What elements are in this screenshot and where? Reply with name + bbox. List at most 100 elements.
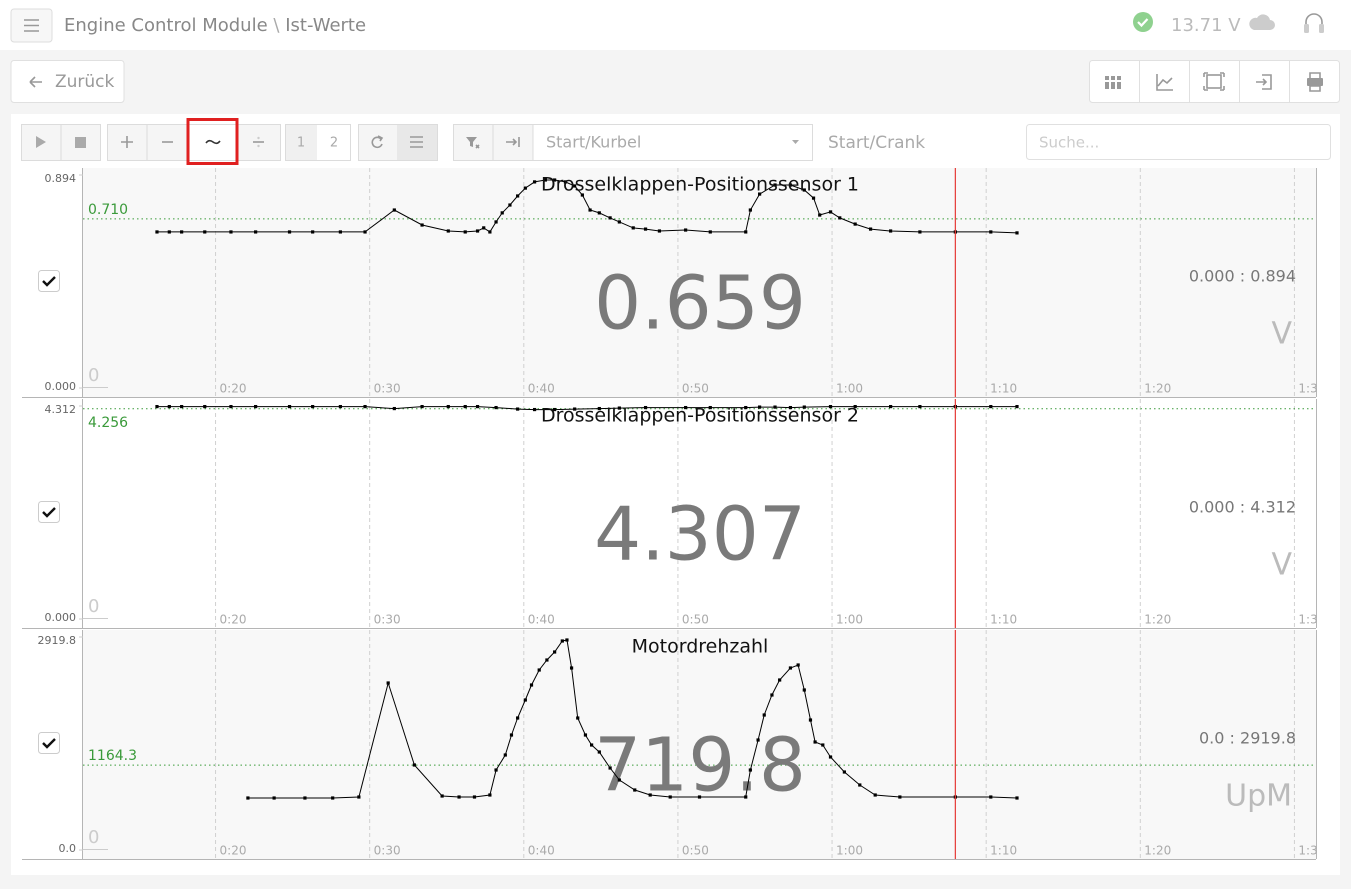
- data-point: [989, 404, 993, 409]
- headset-icon[interactable]: [1304, 13, 1324, 33]
- data-point: [203, 404, 207, 409]
- search-input[interactable]: Suche...: [1026, 124, 1331, 160]
- data-point: [788, 666, 793, 670]
- chart-title: Motordrehzahl: [632, 636, 769, 658]
- status-ok-icon: [1133, 12, 1153, 32]
- data-point: [446, 229, 450, 233]
- page-2-button[interactable]: 2: [330, 136, 338, 151]
- visibility-checkbox[interactable]: [38, 732, 60, 754]
- back-button[interactable]: Zurück: [10, 60, 125, 103]
- data-point: [583, 733, 588, 737]
- data-point: [565, 638, 569, 642]
- dropdown-value: Start/Kurbel: [546, 133, 641, 152]
- x-tick-label: 0:20: [220, 613, 247, 627]
- list-button[interactable]: [410, 136, 423, 148]
- data-point: [643, 227, 648, 231]
- data-point: [246, 796, 250, 800]
- x-tick-label: 0:50: [682, 382, 709, 396]
- data-point: [608, 216, 612, 220]
- data-point: [155, 230, 159, 234]
- filter-clear-button[interactable]: [466, 137, 480, 149]
- data-point: [597, 211, 601, 215]
- data-point: [576, 716, 580, 720]
- data-point: [311, 230, 315, 234]
- data-point: [532, 407, 537, 412]
- data-point: [463, 230, 467, 234]
- divide-button[interactable]: [253, 136, 264, 148]
- data-point: [858, 783, 862, 787]
- data-point: [523, 186, 527, 190]
- x-tick-label: 1:00: [836, 382, 863, 396]
- data-point: [529, 683, 534, 687]
- x-tick-label: 1:10: [990, 382, 1017, 396]
- x-tick-label: 1:10: [990, 613, 1017, 627]
- data-point: [802, 688, 806, 692]
- checkbox-check: [42, 507, 56, 518]
- data-point: [773, 405, 777, 409]
- data-point: [762, 713, 766, 717]
- chart-view-button[interactable]: [1156, 74, 1173, 91]
- current-value: 719.8: [594, 723, 806, 809]
- data-point: [838, 216, 842, 220]
- data-point: [472, 795, 477, 799]
- data-point: [420, 223, 424, 227]
- plot-background: [83, 630, 1316, 859]
- data-point: [889, 229, 893, 233]
- charts: 0:20 0:30 0:40 0:50 1:00 1:10 1:20 1:30.8940.00…: [22, 168, 1318, 860]
- stop-button[interactable]: [75, 137, 86, 148]
- visibility-checkbox[interactable]: [38, 501, 60, 523]
- x-tick-label: 0:20: [220, 382, 247, 396]
- top-bar: [0, 0, 1351, 50]
- search-placeholder: Suche...: [1039, 134, 1099, 152]
- data-point: [643, 405, 648, 410]
- program-dropdown[interactable]: Start/Kurbel: [546, 133, 799, 152]
- zoom-in-button[interactable]: [121, 136, 133, 148]
- import-button[interactable]: [1256, 74, 1272, 90]
- visibility-checkbox[interactable]: [38, 270, 60, 292]
- data-point: [509, 733, 514, 737]
- x-tick-label: 1:3: [1298, 844, 1317, 858]
- x-tick-label: 1:3: [1298, 613, 1317, 627]
- checkbox-box: [38, 501, 60, 523]
- cloud-icon[interactable]: [1249, 14, 1275, 30]
- data-point: [802, 188, 806, 192]
- jump-button[interactable]: [506, 137, 520, 147]
- data-point: [828, 210, 833, 214]
- checkbox-box: [38, 270, 60, 292]
- data-point: [532, 180, 537, 184]
- x-tick-label: 1:20: [1144, 613, 1171, 627]
- highlight-box: [186, 118, 239, 165]
- data-point: [287, 404, 292, 409]
- x-tick-label: 0:40: [528, 382, 555, 396]
- battery-voltage: 13.71 V: [1171, 15, 1241, 36]
- unit-label: V: [1271, 548, 1292, 583]
- data-point: [392, 406, 396, 411]
- data-point: [918, 404, 922, 409]
- data-point: [516, 407, 520, 411]
- current-value: 0.659: [594, 261, 806, 347]
- x-tick-label: 1:10: [990, 844, 1017, 858]
- y-tick-label: 4.312: [45, 403, 77, 416]
- print-button[interactable]: [1307, 72, 1323, 92]
- data-point: [828, 404, 833, 409]
- data-point: [756, 738, 760, 742]
- play-button[interactable]: [36, 136, 46, 148]
- menu-button[interactable]: [10, 8, 53, 43]
- data-point: [338, 404, 342, 409]
- x-tick-label: 1:20: [1144, 844, 1171, 858]
- data-point: [588, 208, 592, 212]
- reset-button[interactable]: [371, 135, 384, 149]
- x-tick-label: 0:40: [528, 844, 555, 858]
- data-point: [748, 768, 752, 772]
- page-1-button[interactable]: 1: [297, 136, 305, 151]
- smooth-button[interactable]: [188, 125, 237, 160]
- data-point: [229, 404, 233, 409]
- fit-view-button[interactable]: [1203, 72, 1225, 91]
- data-point: [842, 770, 846, 774]
- data-point: [853, 404, 857, 409]
- data-point: [597, 406, 601, 411]
- data-point: [590, 743, 594, 747]
- grid-view-button[interactable]: [1105, 76, 1121, 89]
- data-point: [494, 405, 498, 410]
- data-point: [357, 795, 361, 799]
